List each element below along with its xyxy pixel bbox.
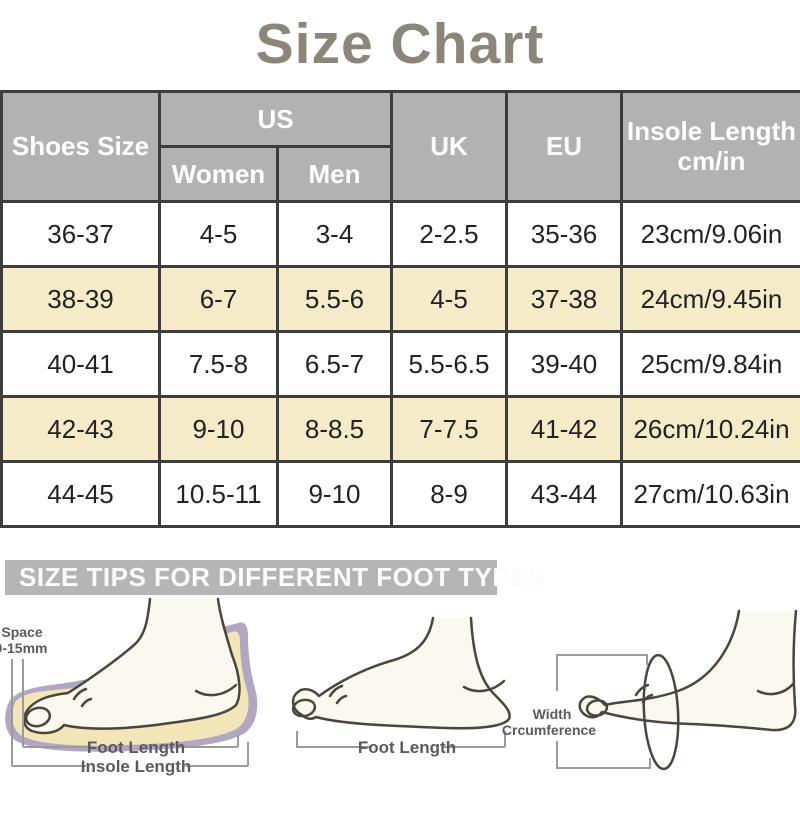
insole-length-cell: 24cm/9.45in <box>622 267 800 332</box>
shoes-size-cell: 44-45 <box>2 462 160 527</box>
shoes-size-cell: 40-41 <box>2 332 160 397</box>
shoes-size-cell: 36-37 <box>2 202 160 267</box>
table-row: 44-45 10.5-11 9-10 8-9 43-44 27cm/10.63i… <box>2 462 800 527</box>
header-eu: EU <box>507 92 622 202</box>
foot-measurement-illustrations: Space 0-15mm Foot Length Insole Length F… <box>0 595 800 804</box>
space-value-label: 0-15mm <box>0 640 47 656</box>
table-row: 38-39 6-7 5.5-6 4-5 37-38 24cm/9.45in <box>2 267 800 332</box>
eu-cell: 39-40 <box>507 332 622 397</box>
shoes-size-cell: 42-43 <box>2 397 160 462</box>
header-uk: UK <box>392 92 507 202</box>
shoes-size-cell: 38-39 <box>2 267 160 332</box>
uk-cell: 8-9 <box>392 462 507 527</box>
insole-length-cell: 23cm/9.06in <box>622 202 800 267</box>
header-shoes-size: Shoes Size <box>2 92 160 202</box>
header-us-women: Women <box>160 147 278 202</box>
page-title: Size Chart <box>0 14 800 74</box>
table-row: 42-43 9-10 8-8.5 7-7.5 41-42 26cm/10.24i… <box>2 397 800 462</box>
table-header: Shoes Size US UK EU Insole Length cm/in … <box>2 92 800 202</box>
table-row: 40-41 7.5-8 6.5-7 5.5-6.5 39-40 25cm/9.8… <box>2 332 800 397</box>
us-women-cell: 4-5 <box>160 202 278 267</box>
insole-length-cell: 27cm/10.63in <box>622 462 800 527</box>
us-men-cell: 3-4 <box>278 202 392 267</box>
foot-fill <box>580 611 796 730</box>
eu-cell: 37-38 <box>507 267 622 332</box>
uk-cell: 4-5 <box>392 267 507 332</box>
eu-cell: 43-44 <box>507 462 622 527</box>
bare-foot-side-illustration: Foot Length <box>292 618 510 757</box>
header-us: US <box>160 92 392 147</box>
foot-girth-illustration: Width Crcumference <box>502 611 796 770</box>
us-women-cell: 6-7 <box>160 267 278 332</box>
tips-banner: SIZE TIPS FOR DIFFERENT FOOT TYPES <box>5 560 497 595</box>
space-label: Space <box>1 624 42 640</box>
insole-length-label: Insole Length <box>81 757 192 776</box>
us-men-cell: 6.5-7 <box>278 332 392 397</box>
eu-cell: 41-42 <box>507 397 622 462</box>
insole-length-cell: 25cm/9.84in <box>622 332 800 397</box>
us-women-cell: 7.5-8 <box>160 332 278 397</box>
girth-bracket-bottom <box>557 741 650 768</box>
header-insole-line1: Insole Length <box>623 117 800 147</box>
header-us-men: Men <box>278 147 392 202</box>
foot-length-label: Foot Length <box>87 738 185 757</box>
table-row: 36-37 4-5 3-4 2-2.5 35-36 23cm/9.06in <box>2 202 800 267</box>
shoe-side-view-illustration: Space 0-15mm Foot Length Insole Length <box>0 599 257 776</box>
insole-length-cell: 26cm/10.24in <box>622 397 800 462</box>
us-women-cell: 10.5-11 <box>160 462 278 527</box>
foot-fill <box>293 618 510 728</box>
size-chart-table: Shoes Size US UK EU Insole Length cm/in … <box>0 90 800 528</box>
foot-length-label: Foot Length <box>358 738 456 757</box>
girth-bracket-top <box>557 655 647 691</box>
us-men-cell: 5.5-6 <box>278 267 392 332</box>
header-insole-length: Insole Length cm/in <box>622 92 800 202</box>
us-men-cell: 9-10 <box>278 462 392 527</box>
uk-cell: 5.5-6.5 <box>392 332 507 397</box>
us-men-cell: 8-8.5 <box>278 397 392 462</box>
circumference-label: Crcumference <box>502 722 596 738</box>
width-label: Width <box>533 706 572 722</box>
uk-cell: 7-7.5 <box>392 397 507 462</box>
header-insole-line2: cm/in <box>623 147 800 177</box>
us-women-cell: 9-10 <box>160 397 278 462</box>
eu-cell: 35-36 <box>507 202 622 267</box>
foot-fill <box>24 599 239 733</box>
uk-cell: 2-2.5 <box>392 202 507 267</box>
